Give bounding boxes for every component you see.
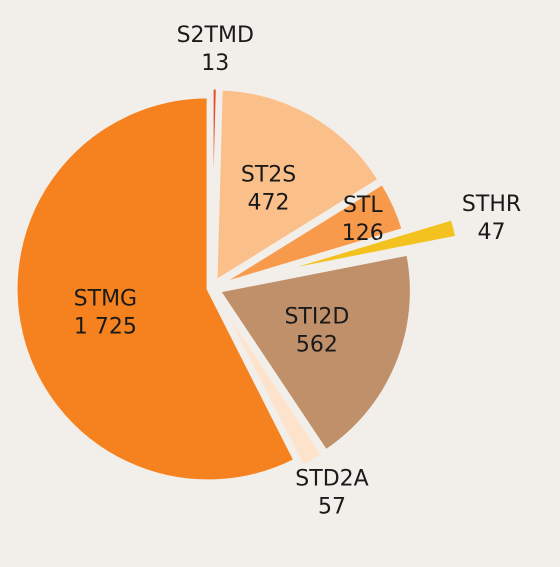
pie-slice (214, 87, 382, 284)
pie-slice (218, 181, 406, 287)
slice-label: STHR (462, 192, 521, 217)
pie-slice (216, 252, 413, 453)
slice-value: 13 (201, 51, 229, 76)
slice-label: STMG (74, 286, 137, 311)
slice-value: 1 725 (74, 314, 137, 339)
slice-value: 472 (248, 190, 290, 215)
pie-slice (267, 216, 459, 276)
slice-label: STD2A (295, 467, 368, 492)
slice-value: 57 (318, 495, 346, 520)
pie-slice (214, 294, 325, 469)
slice-value: 562 (296, 333, 338, 358)
slice-label: STL (343, 193, 383, 218)
slice-value: 47 (478, 220, 506, 245)
pie-slice (210, 86, 219, 281)
slice-label: ST2S (241, 162, 296, 187)
slice-label: STI2D (284, 305, 349, 330)
slice-label: S2TMD (177, 23, 254, 48)
pie-slice (14, 95, 297, 483)
